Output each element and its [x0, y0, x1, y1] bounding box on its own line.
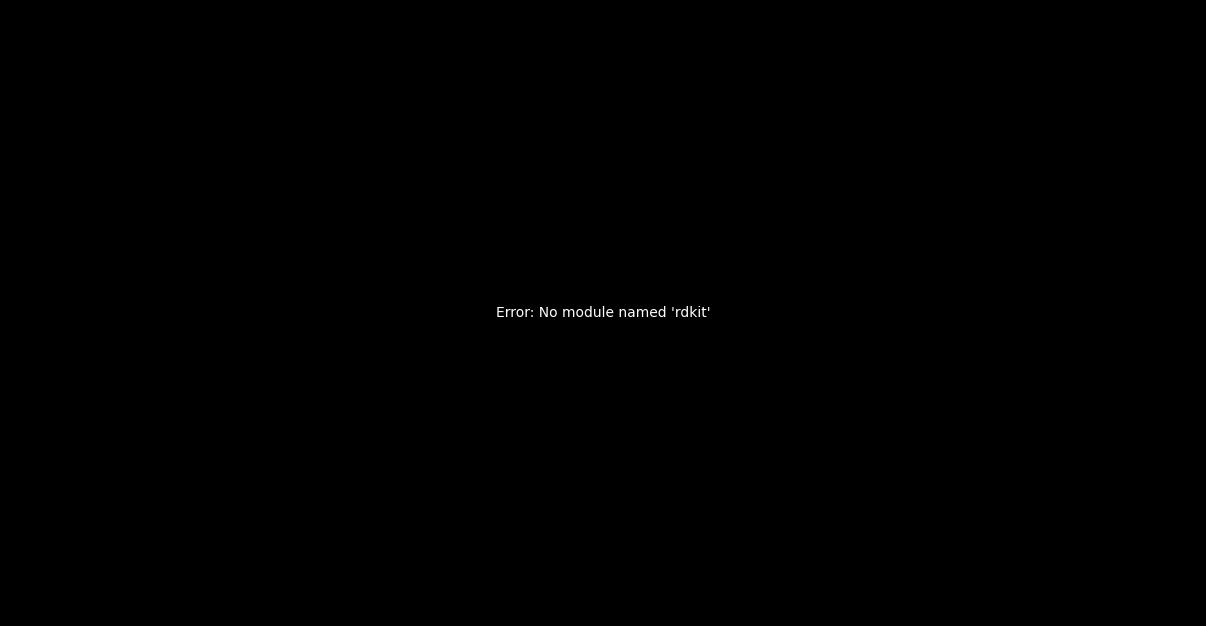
- Text: Error: No module named 'rdkit': Error: No module named 'rdkit': [496, 306, 710, 320]
